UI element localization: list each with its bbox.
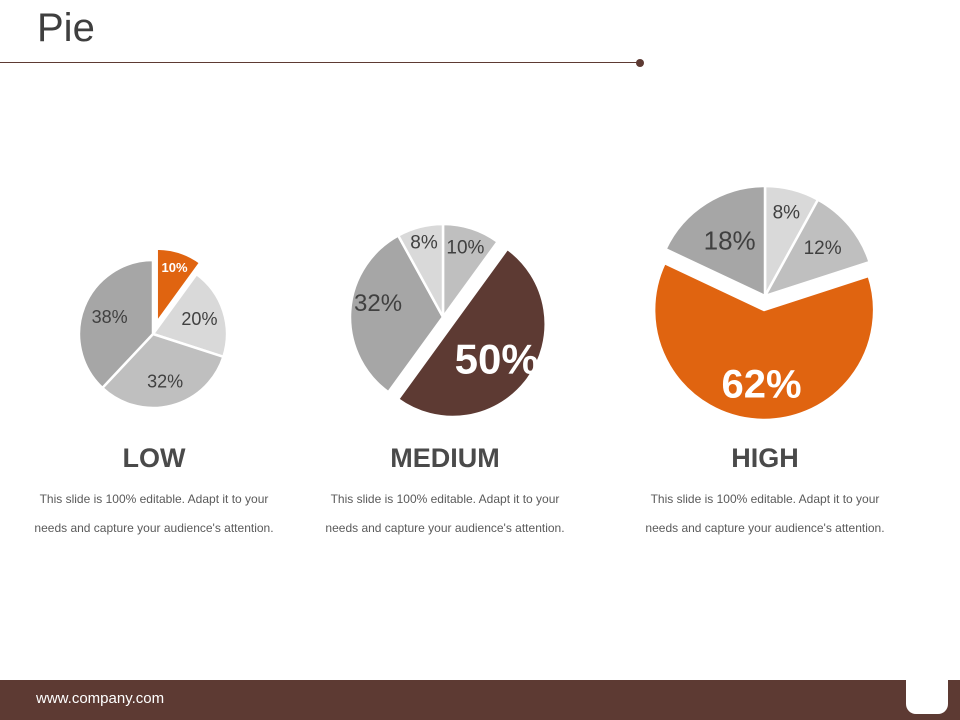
footer-bar: www.company.com bbox=[0, 680, 960, 720]
pie-low-slice-2-label: 32% bbox=[147, 371, 183, 391]
pie-low-description: This slide is 100% editable. Adapt it to… bbox=[34, 492, 274, 535]
pie-high-slice-2 bbox=[652, 261, 876, 422]
pie-medium-label: MEDIUM bbox=[390, 443, 500, 473]
title-rule-dot bbox=[636, 59, 644, 67]
pie-low-slice-0-label: 10% bbox=[162, 260, 188, 275]
pie-medium-slice-1 bbox=[396, 247, 547, 419]
pie-medium-slice-2 bbox=[348, 234, 445, 394]
pie-charts: 10%20%32%38%10%50%32%8%8%12%62%18% bbox=[77, 184, 876, 422]
pie-medium-slice-0-label: 10% bbox=[446, 238, 484, 259]
pie-high-slice-3-label: 18% bbox=[704, 225, 756, 255]
pie-medium-description: This slide is 100% editable. Adapt it to… bbox=[325, 492, 565, 535]
pie-low-slice-1 bbox=[151, 272, 229, 359]
pie-medium-slice-3-label: 8% bbox=[410, 233, 438, 254]
pie-low-slice-2 bbox=[101, 332, 225, 410]
pie-high-slice-0-label: 8% bbox=[773, 202, 801, 223]
page-title: Pie bbox=[37, 6, 95, 50]
pie-high-description: This slide is 100% editable. Adapt it to… bbox=[645, 492, 885, 535]
pie-high-label: HIGH bbox=[731, 443, 799, 473]
pie-low-slice-1-label: 20% bbox=[181, 309, 217, 329]
pie-low-slice-3-label: 38% bbox=[92, 307, 128, 327]
pie-medium-slice-2-label: 32% bbox=[354, 290, 402, 317]
pie-high-slice-1 bbox=[763, 198, 871, 298]
pie-low-label: LOW bbox=[122, 443, 186, 473]
pie-high-slice-3 bbox=[664, 184, 767, 298]
pie-low-slice-0 bbox=[155, 247, 202, 324]
footer-url[interactable]: www.company.com bbox=[36, 690, 165, 707]
pie-high-slice-1-label: 12% bbox=[804, 238, 842, 259]
pie-medium-slice-3 bbox=[396, 222, 445, 319]
pie-high-slice-2-label: 62% bbox=[721, 363, 801, 407]
title-rule bbox=[0, 62, 640, 63]
pie-low-slice-3 bbox=[77, 258, 155, 390]
footer-tab bbox=[906, 680, 948, 714]
pie-medium-slice-1-label: 50% bbox=[455, 335, 539, 382]
